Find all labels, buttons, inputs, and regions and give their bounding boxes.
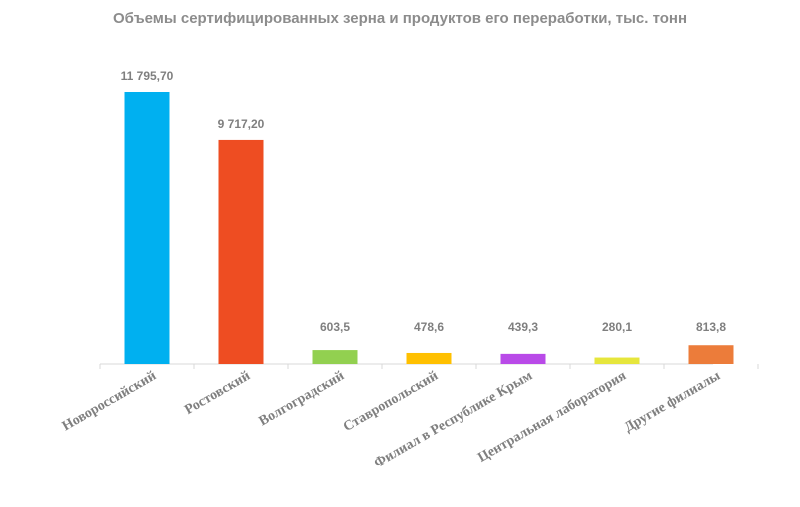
data-labels: 11 795,70 9 717,20 603,5 478,6 439,3 280,1 813… (121, 69, 727, 334)
category-label: Ростовский (182, 368, 253, 417)
bar (406, 352, 452, 364)
bar (218, 139, 264, 364)
bar-value-label: 9 717,20 (218, 117, 265, 131)
bar-series (124, 92, 734, 364)
bar (312, 350, 358, 364)
bar-value-label: 11 795,70 (121, 69, 174, 83)
bar (688, 345, 734, 364)
x-axis-ticks (99, 364, 759, 369)
category-labels: Новороссийский Ростовский ВолгоградскийСта… (60, 368, 723, 471)
bar-value-label: 813,8 (696, 320, 726, 334)
chart-title: Объемы сертифицированных зерна и продукт… (113, 10, 687, 27)
bar (124, 92, 170, 364)
category-label: Филиал в Республике Крым (372, 368, 536, 471)
bar-value-label: 439,3 (508, 320, 538, 334)
category-label: Ставропольский (341, 368, 441, 434)
bar-value-label: 478,6 (414, 320, 444, 334)
bar-value-label: 603,5 (320, 320, 350, 334)
category-label: Центральная лаборатория (475, 368, 629, 466)
category-label: Волгоградский (257, 368, 347, 429)
category-label: Новороссийский (60, 368, 159, 434)
bar (500, 353, 546, 364)
bar (594, 357, 640, 364)
bar-value-label: 280,1 (602, 320, 632, 334)
category-label: Другие филиалы (622, 368, 723, 435)
